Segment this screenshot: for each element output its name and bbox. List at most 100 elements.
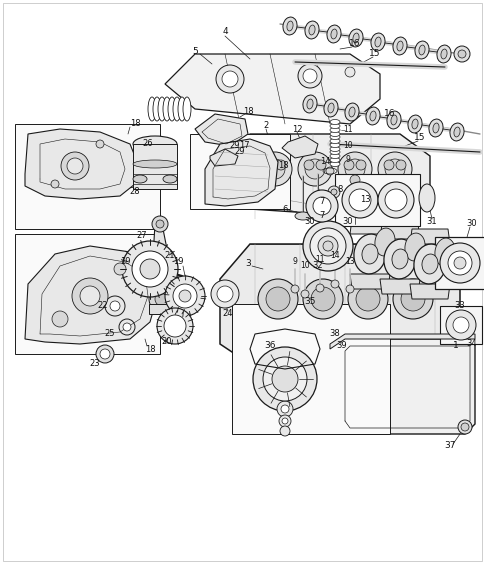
Circle shape [165,276,205,316]
Circle shape [344,159,364,179]
Text: 35: 35 [303,297,315,306]
Text: 27: 27 [136,231,147,240]
Circle shape [272,366,297,392]
Ellipse shape [436,45,450,63]
Ellipse shape [152,97,161,121]
Circle shape [349,175,359,185]
Polygon shape [349,274,389,289]
Circle shape [318,236,337,256]
Circle shape [304,159,324,179]
Text: 11: 11 [315,255,324,265]
Text: 11: 11 [343,126,352,134]
Text: 31: 31 [426,218,437,227]
Ellipse shape [294,212,310,220]
Ellipse shape [329,161,339,166]
Polygon shape [349,219,389,234]
Circle shape [460,423,468,431]
Text: 16: 16 [383,109,395,118]
Circle shape [322,241,333,251]
Ellipse shape [440,49,446,59]
Bar [434,237,484,289]
Text: 12: 12 [291,125,302,134]
Ellipse shape [329,147,339,152]
Circle shape [452,317,468,333]
Circle shape [355,287,379,311]
Ellipse shape [432,123,438,133]
Polygon shape [379,224,419,239]
Text: 26: 26 [142,139,153,148]
Circle shape [325,167,333,175]
Circle shape [119,319,135,335]
Ellipse shape [418,184,434,212]
Circle shape [327,186,339,198]
Circle shape [264,159,285,179]
Ellipse shape [413,244,445,284]
Text: 24: 24 [222,310,233,319]
Ellipse shape [323,99,337,117]
Ellipse shape [163,175,177,183]
Circle shape [457,420,471,434]
Text: 21: 21 [165,252,175,261]
Ellipse shape [329,124,339,129]
Circle shape [348,189,370,211]
Circle shape [276,401,292,417]
Text: 7: 7 [318,212,324,221]
Circle shape [392,279,432,319]
Ellipse shape [414,41,428,59]
Circle shape [343,160,353,170]
Text: 19: 19 [120,258,130,267]
Circle shape [316,160,325,170]
Circle shape [384,189,406,211]
Circle shape [278,415,290,427]
Text: 18: 18 [277,161,287,170]
Ellipse shape [421,254,437,274]
Bar [231,304,389,434]
Circle shape [100,349,110,359]
Bar [15,124,160,229]
Circle shape [337,152,371,186]
Ellipse shape [391,249,407,269]
Text: 22: 22 [98,302,108,311]
Circle shape [453,257,465,269]
Polygon shape [205,139,277,206]
Circle shape [149,286,175,312]
Circle shape [110,301,120,311]
Circle shape [453,46,469,62]
Text: 9: 9 [292,257,297,266]
Ellipse shape [344,103,358,121]
Ellipse shape [453,127,459,137]
Ellipse shape [309,210,325,218]
Ellipse shape [329,120,339,125]
Ellipse shape [428,119,442,137]
Text: 19: 19 [172,258,183,267]
Bar [190,134,289,209]
Circle shape [265,287,289,311]
Circle shape [302,69,317,83]
Circle shape [173,284,197,308]
Circle shape [395,160,405,170]
Text: 30: 30 [466,219,476,228]
Ellipse shape [329,134,339,139]
Ellipse shape [133,160,177,168]
Ellipse shape [407,115,421,133]
Text: 13: 13 [345,257,354,266]
Text: 10: 10 [343,140,352,149]
Text: 20: 20 [162,337,172,346]
Ellipse shape [306,99,313,109]
Ellipse shape [327,103,333,113]
Circle shape [216,286,232,302]
Circle shape [377,182,413,218]
Circle shape [302,279,342,319]
Text: 17: 17 [238,142,249,151]
Ellipse shape [133,175,147,183]
Text: 10: 10 [300,262,309,271]
Text: 4: 4 [222,28,227,37]
Circle shape [457,50,465,58]
Circle shape [263,160,273,170]
Circle shape [447,251,471,275]
Circle shape [222,71,238,87]
Polygon shape [329,334,474,349]
Ellipse shape [133,136,177,152]
Text: 2: 2 [263,121,268,130]
Circle shape [348,279,387,319]
